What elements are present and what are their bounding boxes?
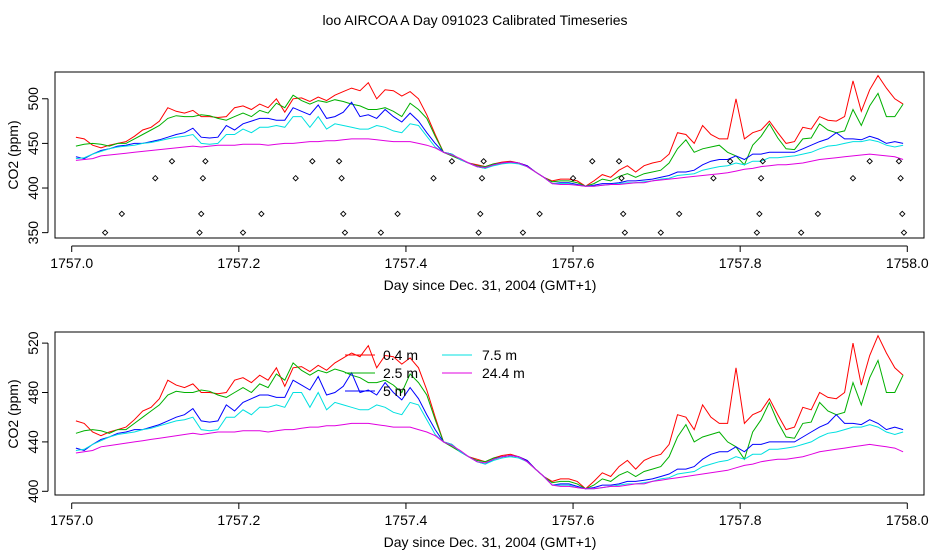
top-series-line-1 bbox=[75, 92, 904, 187]
bottom-y-axis-label: CO2 (ppm) bbox=[5, 379, 21, 448]
y-tick-label: 440 bbox=[25, 430, 41, 454]
x-tick-label: 1757.6 bbox=[552, 255, 595, 271]
diamond-marker bbox=[430, 174, 437, 182]
diamond-marker bbox=[756, 210, 763, 218]
diamond-marker bbox=[900, 229, 908, 236]
top-series-group bbox=[75, 74, 904, 187]
diamond-marker bbox=[152, 174, 159, 182]
legend-label: 7.5 m bbox=[482, 347, 517, 363]
diamond-marker bbox=[866, 158, 873, 165]
diamond-marker bbox=[477, 210, 484, 218]
diamond-marker bbox=[475, 229, 482, 236]
bottom-series-line-7-5-m bbox=[75, 391, 904, 490]
bottom-series-line-5-m bbox=[75, 371, 904, 490]
diamond-marker bbox=[615, 158, 623, 165]
top-x-axis-label: Day since Dec. 31, 2004 (GMT+1) bbox=[384, 277, 597, 293]
diamond-marker bbox=[338, 174, 345, 182]
bottom-y-axis: 400 440 480 520 bbox=[25, 331, 49, 503]
top-panel: 1757.0 1757.2 1757.4 1757.6 1757.8 1758.0 350… bbox=[5, 71, 929, 293]
x-tick-label: 1757.6 bbox=[552, 512, 595, 528]
figure-title: loo AIRCOA A Day 091023 Calibrated Times… bbox=[322, 12, 627, 28]
diamond-marker bbox=[899, 210, 906, 218]
top-x-axis: 1757.0 1757.2 1757.4 1757.6 1757.8 1758.0 bbox=[50, 245, 929, 271]
x-tick-label: 1757.4 bbox=[385, 512, 428, 528]
bottom-series-group bbox=[75, 334, 904, 490]
top-series-line-4 bbox=[75, 138, 904, 187]
diamond-marker bbox=[480, 158, 487, 165]
diamond-marker bbox=[814, 210, 822, 218]
legend-label: 0.4 m bbox=[383, 347, 418, 363]
diamond-marker bbox=[197, 210, 205, 218]
diamond-marker bbox=[258, 210, 265, 218]
x-tick-label: 1757.4 bbox=[385, 255, 428, 271]
y-tick-label: 400 bbox=[25, 479, 41, 503]
diamond-marker bbox=[619, 210, 627, 218]
diamond-marker bbox=[335, 158, 343, 165]
top-y-axis-label: CO2 (ppm) bbox=[5, 120, 21, 189]
y-tick-label: 450 bbox=[25, 132, 41, 156]
diamond-marker bbox=[618, 174, 625, 182]
bottom-panel: 1757.0 1757.2 1757.4 1757.6 1757.8 1758.0 400… bbox=[5, 331, 929, 550]
diamond-marker bbox=[394, 210, 401, 218]
x-tick-label: 1758.0 bbox=[886, 512, 929, 528]
diamond-marker bbox=[309, 158, 316, 165]
diamond-marker bbox=[657, 229, 665, 236]
y-tick-label: 480 bbox=[25, 381, 41, 405]
x-tick-label: 1757.2 bbox=[217, 512, 260, 528]
diamond-marker bbox=[377, 229, 385, 236]
legend: 0.4 m 2.5 m 5 m 7.5 m 24.4 m bbox=[345, 347, 525, 399]
x-tick-label: 1757.8 bbox=[719, 512, 762, 528]
x-tick-label: 1757.2 bbox=[217, 255, 260, 271]
legend-label: 2.5 m bbox=[383, 365, 418, 381]
diamond-marker bbox=[897, 174, 904, 182]
diamond-marker bbox=[199, 174, 207, 182]
diamond-marker bbox=[118, 210, 126, 218]
diamond-marker bbox=[341, 229, 349, 236]
diamond-marker bbox=[589, 158, 596, 165]
diamond-marker bbox=[759, 158, 766, 165]
x-tick-label: 1758.0 bbox=[886, 255, 929, 271]
x-tick-label: 1757.0 bbox=[50, 255, 93, 271]
diamond-marker bbox=[292, 174, 299, 182]
diamond-marker bbox=[675, 210, 683, 218]
y-tick-label: 520 bbox=[25, 331, 41, 355]
diamond-marker bbox=[536, 210, 543, 218]
y-tick-label: 500 bbox=[25, 87, 41, 111]
diamond-marker bbox=[895, 158, 903, 165]
top-series-line-3 bbox=[75, 115, 904, 187]
bottom-plot-frame bbox=[54, 331, 925, 496]
diamond-marker bbox=[239, 229, 247, 236]
diamond-marker bbox=[478, 174, 486, 182]
diamond-marker bbox=[196, 229, 203, 236]
legend-label: 5 m bbox=[383, 383, 406, 399]
diamond-marker bbox=[757, 174, 765, 182]
bottom-series-line-24-4-m bbox=[75, 422, 904, 490]
diamond-marker bbox=[849, 174, 857, 182]
legend-label: 24.4 m bbox=[482, 365, 525, 381]
diamond-marker bbox=[448, 158, 456, 165]
top-marker-group bbox=[101, 158, 908, 236]
bottom-x-axis-label: Day since Dec. 31, 2004 (GMT+1) bbox=[384, 534, 597, 550]
y-tick-label: 400 bbox=[25, 176, 41, 200]
diamond-marker bbox=[710, 174, 717, 182]
top-y-axis: 350 400 450 500 bbox=[25, 87, 49, 245]
diamond-marker bbox=[340, 210, 347, 218]
diamond-marker bbox=[569, 174, 577, 182]
top-series-line-0 bbox=[75, 74, 904, 187]
bottom-x-axis: 1757.0 1757.2 1757.4 1757.6 1757.8 1758.0 bbox=[50, 502, 929, 528]
diamond-marker bbox=[621, 229, 629, 236]
diamond-marker bbox=[519, 229, 527, 236]
diamond-marker bbox=[202, 158, 209, 165]
diamond-marker bbox=[101, 229, 109, 236]
diamond-marker bbox=[797, 229, 805, 236]
y-tick-label: 350 bbox=[25, 221, 41, 245]
bottom-series-line-2-5-m bbox=[75, 358, 904, 490]
diamond-marker bbox=[726, 158, 734, 165]
x-tick-label: 1757.8 bbox=[719, 255, 762, 271]
x-tick-label: 1757.0 bbox=[50, 512, 93, 528]
top-plot-frame bbox=[54, 71, 925, 239]
diamond-marker bbox=[753, 229, 761, 236]
diamond-marker bbox=[168, 158, 176, 165]
